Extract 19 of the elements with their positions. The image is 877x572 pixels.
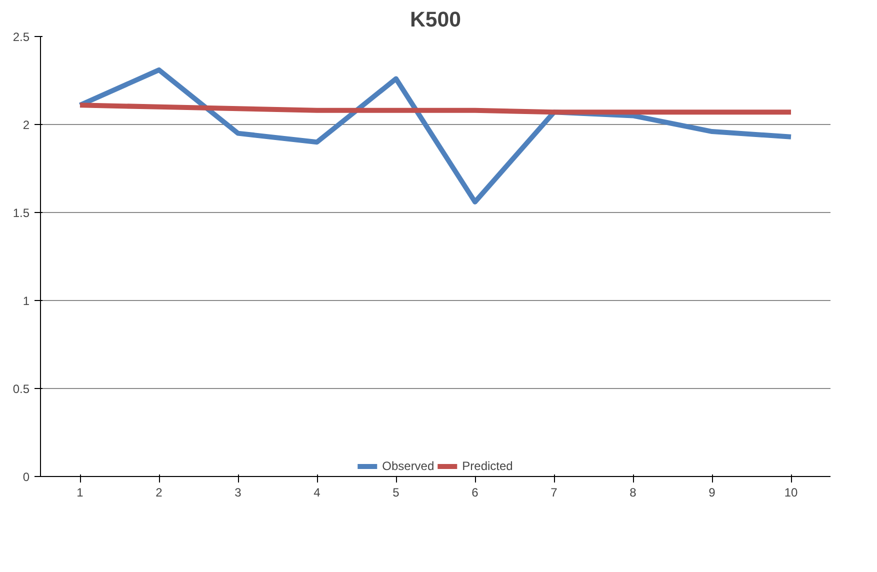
y-tick-label: 1.5 [12, 206, 30, 220]
legend-label: Observed [382, 459, 434, 473]
y-tick-label: 0.5 [12, 382, 30, 396]
x-tick-label: 2 [156, 486, 163, 500]
y-tick-label: 2 [22, 118, 30, 132]
x-tick-label: 6 [472, 486, 479, 500]
x-tick-label: 5 [392, 486, 400, 500]
chart-title: K500 [410, 8, 462, 32]
legend-label: Predicted [462, 459, 513, 473]
y-tick-label: 0 [22, 470, 30, 484]
x-tick-label: 3 [234, 486, 242, 500]
y-tick-label: 2.5 [12, 30, 30, 44]
y-tick-label: 1 [22, 294, 30, 308]
x-tick-label: 10 [784, 486, 798, 500]
x-tick-label: 7 [550, 486, 558, 500]
x-tick-label: 8 [630, 486, 637, 500]
x-tick-label: 1 [76, 486, 84, 500]
x-tick-label: 9 [708, 486, 716, 500]
x-tick-label: 4 [314, 486, 321, 500]
